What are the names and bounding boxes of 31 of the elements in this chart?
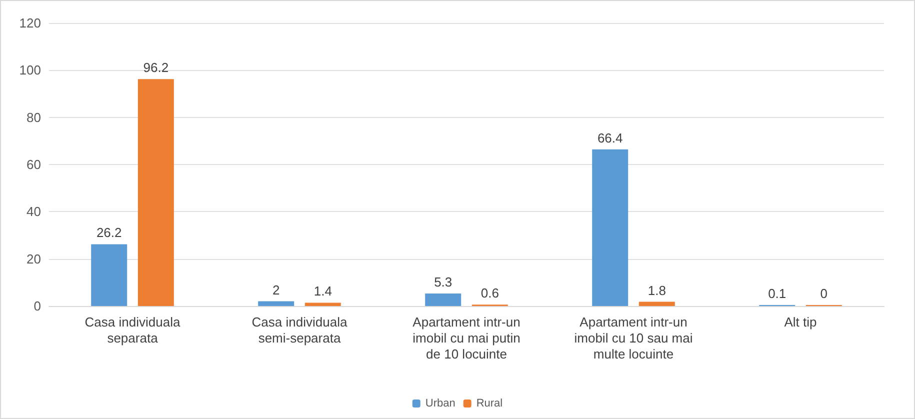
y-tick-label: 80 <box>26 110 41 125</box>
y-tick-label: 120 <box>19 16 41 30</box>
x-tick-label: Alt tip <box>784 314 817 330</box>
y-tick-label: 20 <box>26 251 41 266</box>
bar <box>592 149 628 306</box>
legend-label: Urban <box>425 398 456 410</box>
x-tick-label: Apartament intr-un imobil cu mai putin de 10 locuinte <box>412 314 520 362</box>
bar <box>638 302 675 306</box>
y-tick-label: 60 <box>26 157 41 172</box>
data-label: 1.4 <box>314 284 332 299</box>
y-tick-label: 0 <box>34 298 41 314</box>
data-label: 1.8 <box>648 282 666 298</box>
x-tick-label: Casa individuala separata <box>84 314 181 346</box>
y-tick-label: 40 <box>26 204 41 220</box>
data-label: 0.6 <box>480 286 499 301</box>
bar <box>258 301 294 306</box>
data-label: 5.3 <box>434 274 452 290</box>
data-label: 26.2 <box>96 225 122 240</box>
y-tick-label: 100 <box>19 62 41 78</box>
data-label: 96.2 <box>143 60 169 76</box>
bar <box>425 294 462 306</box>
data-label: 0 <box>820 286 828 301</box>
data-label: 0.1 <box>768 286 786 301</box>
bar <box>304 302 341 306</box>
bar <box>138 79 174 306</box>
data-label: 66.4 <box>597 130 623 146</box>
legend-label: Rural <box>476 398 503 410</box>
x-tick-label: Apartament intr-un imobil cu 10 sau mai multe locuinte <box>574 314 693 362</box>
bar <box>91 244 128 306</box>
x-tick-label: Casa individuala semi-separata <box>252 314 348 346</box>
data-label: 2 <box>272 282 280 298</box>
